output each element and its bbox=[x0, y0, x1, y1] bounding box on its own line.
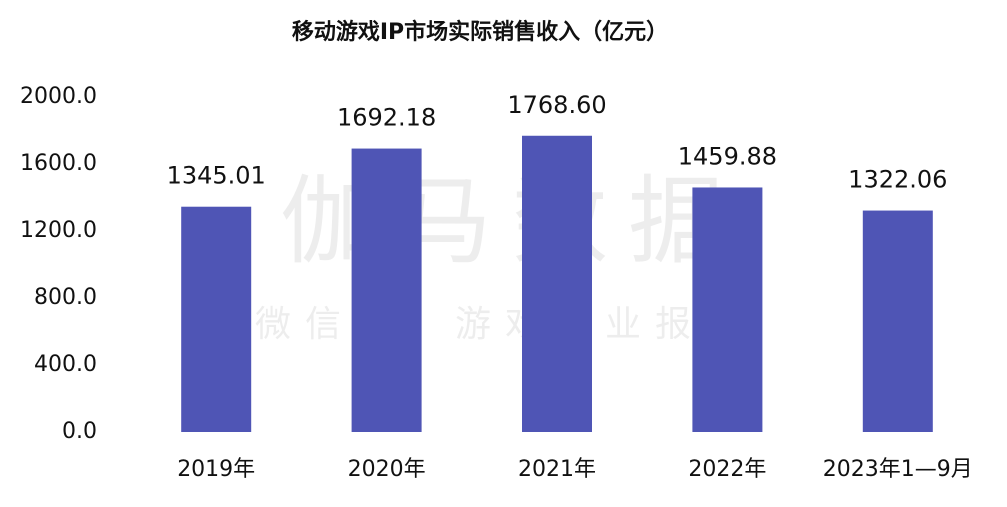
value-label: 1459.88 bbox=[678, 142, 777, 170]
y-tick-label: 400.0 bbox=[34, 352, 97, 377]
bar bbox=[692, 187, 763, 432]
value-label: 1322.06 bbox=[848, 166, 947, 194]
x-tick-label: 2019年 bbox=[177, 457, 255, 482]
y-tick-label: 1600.0 bbox=[20, 151, 97, 176]
chart-title: 移动游戏IP市场实际销售收入（亿元） bbox=[292, 19, 668, 45]
y-tick-label: 800.0 bbox=[34, 285, 97, 310]
bar bbox=[181, 206, 252, 432]
bar bbox=[862, 210, 933, 432]
y-tick-label: 1200.0 bbox=[20, 218, 97, 243]
bar bbox=[351, 148, 422, 432]
x-tick-label: 2020年 bbox=[348, 457, 426, 482]
y-tick-label: 0.0 bbox=[62, 419, 97, 444]
watermark: 伽马数据 bbox=[280, 165, 744, 277]
bar bbox=[522, 135, 592, 432]
x-tick-label: 2021年 bbox=[518, 457, 596, 482]
watermark-subtitle: 微信号：游戏产业报告 bbox=[255, 304, 755, 345]
x-tick-label: 2022年 bbox=[688, 457, 766, 482]
value-label: 1692.18 bbox=[337, 104, 436, 132]
y-tick-label: 2000.0 bbox=[20, 84, 97, 109]
value-label: 1345.01 bbox=[167, 162, 266, 190]
x-tick-label: 2023年1—9月 bbox=[823, 457, 973, 482]
value-label: 1768.60 bbox=[507, 91, 606, 119]
